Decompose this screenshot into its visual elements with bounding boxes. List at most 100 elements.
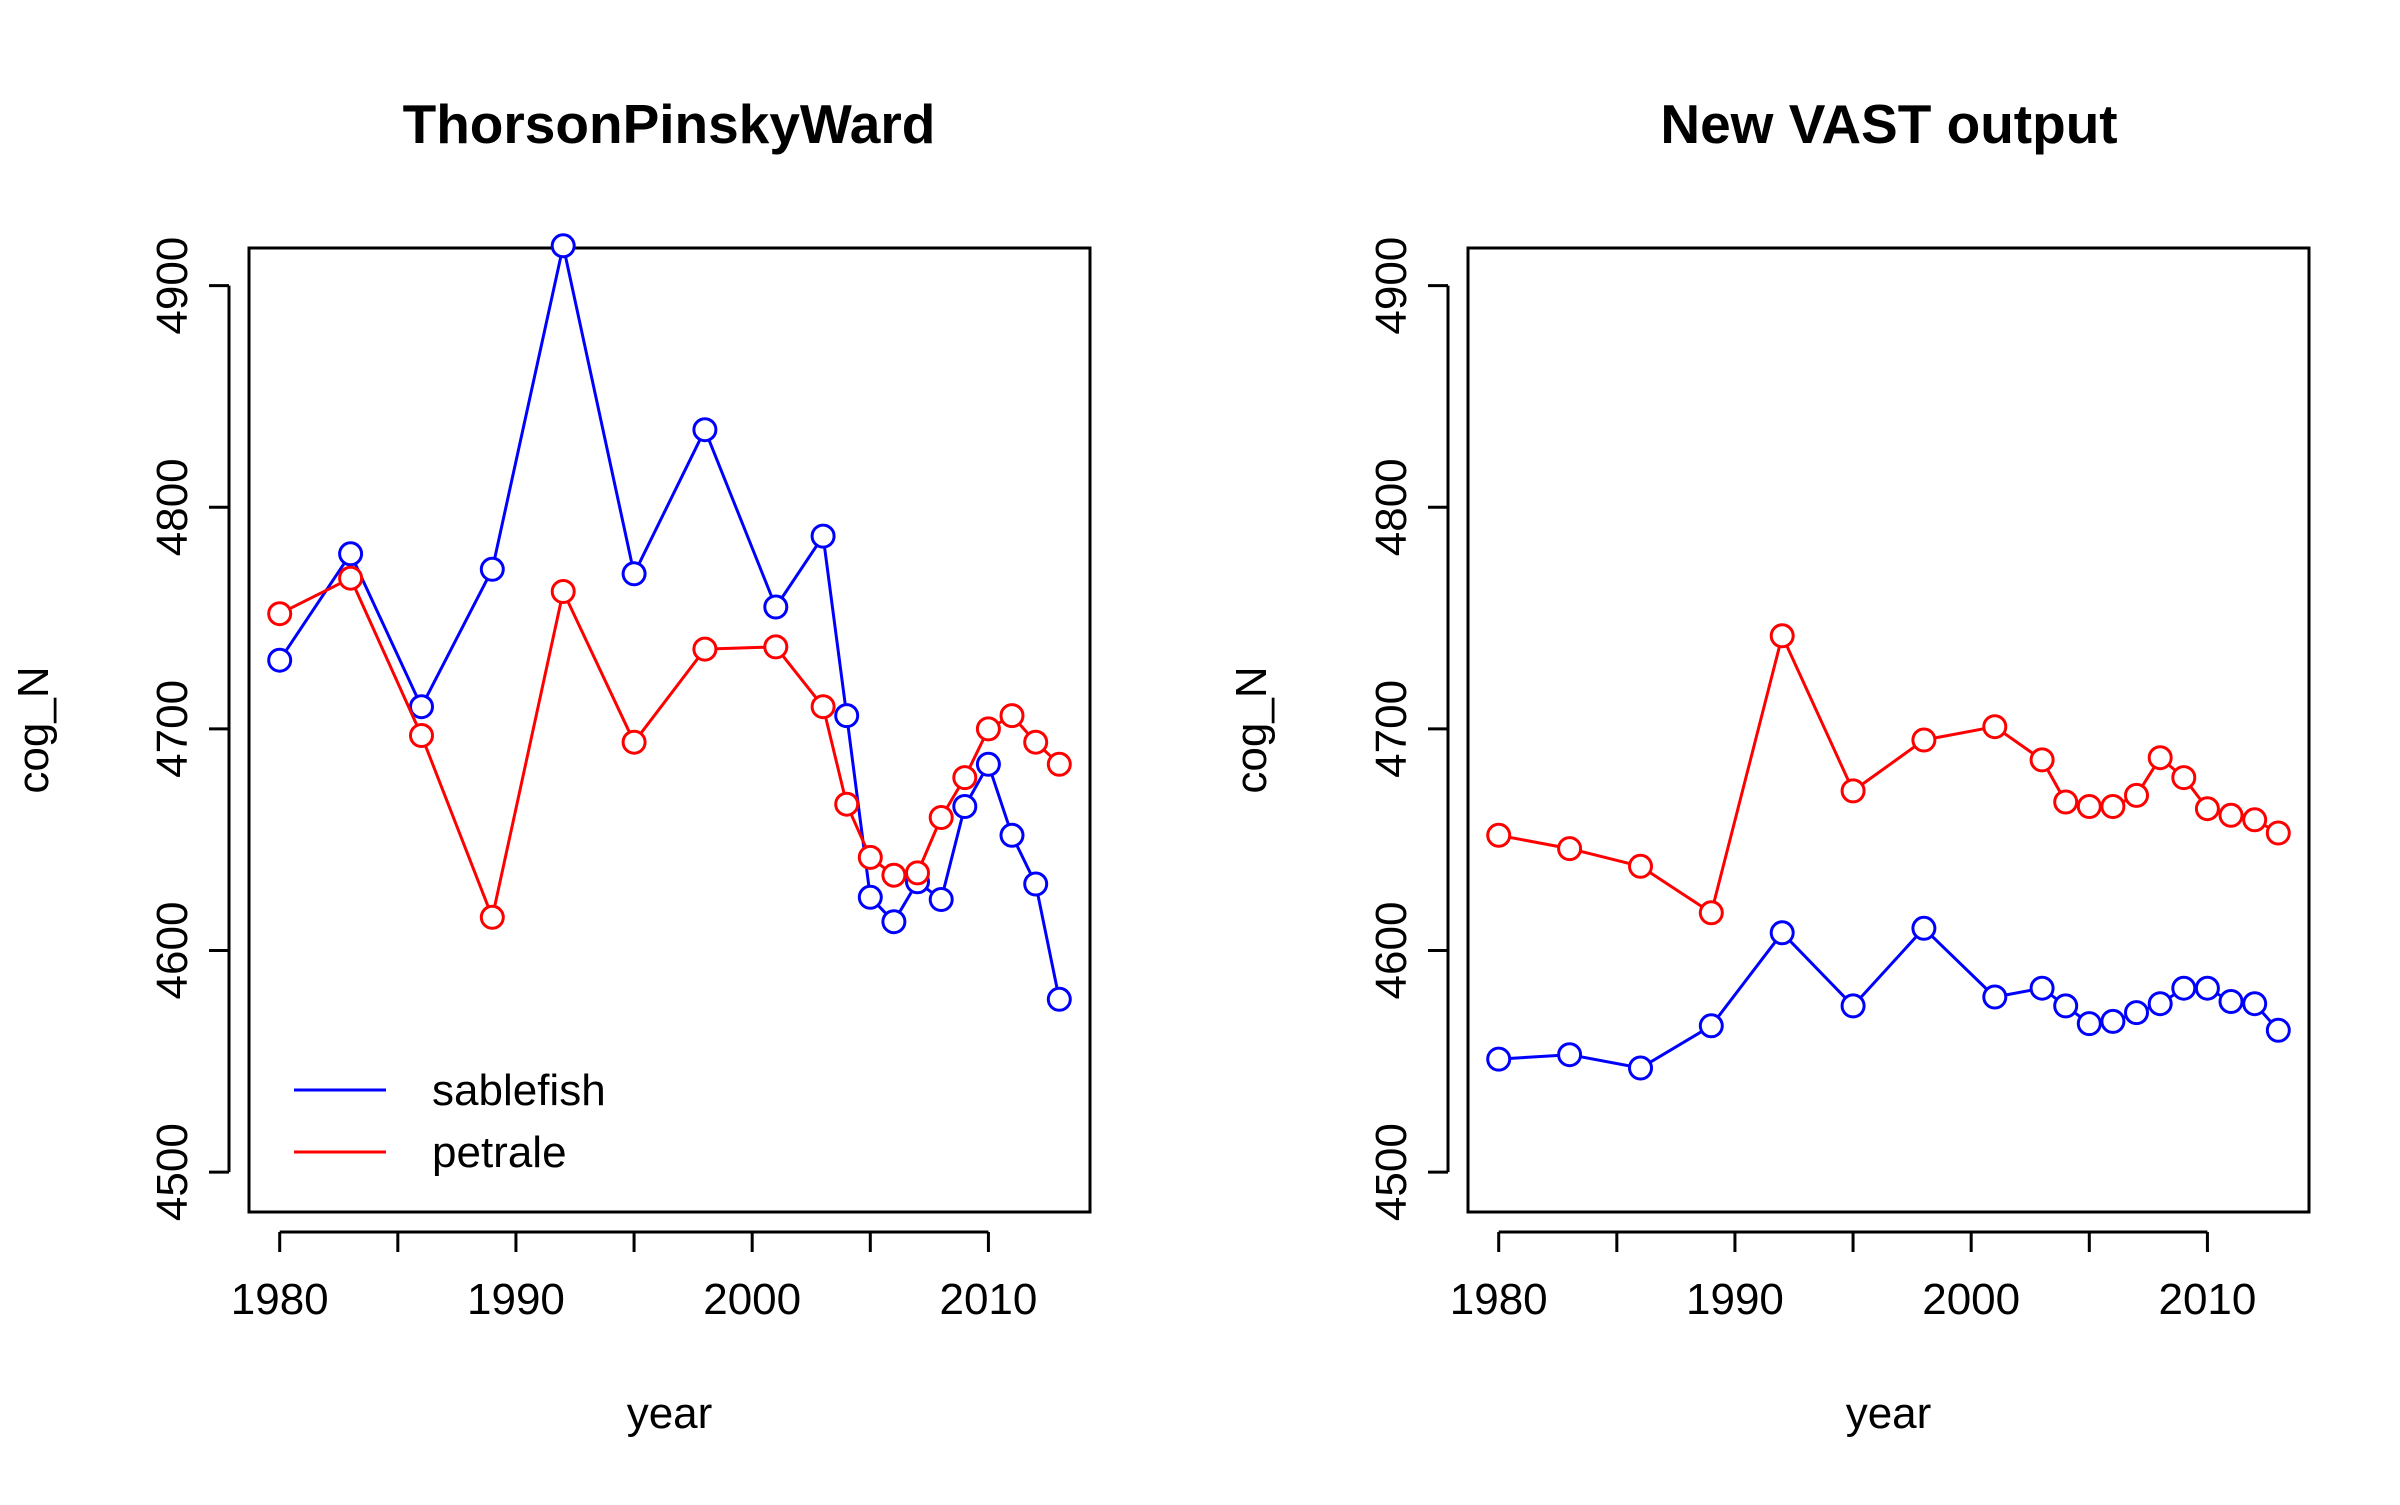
data-point [763,594,789,620]
series-line-1 [1486,915,2291,1081]
data-point [881,909,907,935]
data-point [409,694,434,720]
data-point [2194,975,2220,1001]
data-point [1557,836,1583,862]
data-point [975,751,1001,777]
data-point [1840,993,1866,1019]
data-point [952,765,978,791]
data-point [2076,1011,2102,1037]
y-tick-label: 4600 [1367,902,1416,1000]
legend-label-sablefish: sablefish [432,1066,606,1115]
data-point [479,904,505,930]
plot-frame [1466,246,2311,1214]
data-point [2147,991,2173,1017]
series-line-2 [1486,623,2291,926]
data-point [2100,1008,2126,1034]
y-tick-label: 4500 [1367,1123,1416,1221]
x-tick-label: 1990 [1686,1275,1784,1324]
data-point [2171,975,2197,1001]
data-point [2171,765,2197,791]
data-point [692,636,718,662]
x-tick-label: 1990 [467,1275,565,1324]
x-tick-label: 1980 [1450,1275,1548,1324]
data-point [267,601,293,627]
data-point [952,794,978,819]
data-point [621,729,647,755]
data-point [550,233,576,259]
data-point [905,860,930,886]
series-line [279,576,1061,919]
data-point [881,862,907,888]
data-point [2218,989,2244,1014]
data-point [2124,1000,2149,1026]
data-point [2029,747,2055,773]
data-point [1982,714,2008,740]
data-point [2100,794,2126,819]
data-point [479,556,505,582]
y-axis-label: cog_N [9,666,58,793]
data-point [834,791,860,817]
data-point [621,561,647,587]
y-axis-label: cog_N [1227,666,1276,793]
data-point [857,844,883,870]
data-point [2218,802,2244,828]
data-point [1769,920,1795,946]
data-point [1911,727,1937,753]
data-point [692,417,718,443]
series-petrale [267,565,1072,930]
data-point [1046,751,1072,777]
legend: sablefish petrale [294,1066,606,1177]
data-point [810,523,836,549]
data-point [1982,984,2008,1010]
y-tick-label: 4900 [148,237,197,335]
legend-label-petrale: petrale [432,1128,567,1177]
y-tick-label: 4800 [148,458,197,556]
y-tick-label: 4500 [148,1123,197,1221]
data-point [338,541,364,567]
data-point [267,647,293,673]
series-sablefish [267,233,1072,1012]
x-tick-label: 1980 [231,1275,329,1324]
data-point [928,887,954,912]
data-point [2147,745,2173,771]
x-tick-label: 2010 [2158,1275,2256,1324]
y-tick-label: 4700 [1367,680,1416,778]
series-line [278,244,1061,1000]
data-point [1698,900,1724,926]
data-point [2265,820,2291,846]
data-point [2053,789,2079,815]
data-point [1486,1046,1512,1072]
data-point [1046,986,1072,1012]
data-point [763,634,789,660]
data-point [2029,975,2055,1001]
data-point [409,723,434,748]
x-tick-label: 2010 [939,1275,1037,1324]
data-point [834,703,860,729]
data-point [928,805,954,830]
data-point [2053,993,2079,1019]
data-point [1911,915,1937,941]
data-point [2076,794,2102,819]
data-point [999,822,1025,848]
y-tick-label: 4900 [1367,237,1416,335]
data-point [1023,729,1049,755]
data-point [810,694,836,720]
data-point [1557,1042,1583,1068]
data-point [1769,623,1795,649]
data-point [999,703,1025,729]
chart-panel-1: ThorsonPinskyWard 1980 1990 2000 2010 4500 460… [9,93,1092,1438]
chart-panel-2: New VAST output 1980 1990 2000 2010 4500 4600 4… [1227,93,2311,1438]
data-point [1023,871,1049,897]
data-point [975,716,1001,742]
chart-title: New VAST output [1660,93,2117,155]
data-point [2242,991,2268,1017]
data-point [2242,807,2268,833]
y-tick-label: 4600 [148,902,197,1000]
x-tick-label: 2000 [703,1275,801,1324]
series-line [1498,634,2280,915]
data-point [2194,796,2220,822]
x-tick-label: 2000 [1922,1275,2020,1324]
data-point [1628,1055,1653,1081]
data-point [550,579,576,604]
